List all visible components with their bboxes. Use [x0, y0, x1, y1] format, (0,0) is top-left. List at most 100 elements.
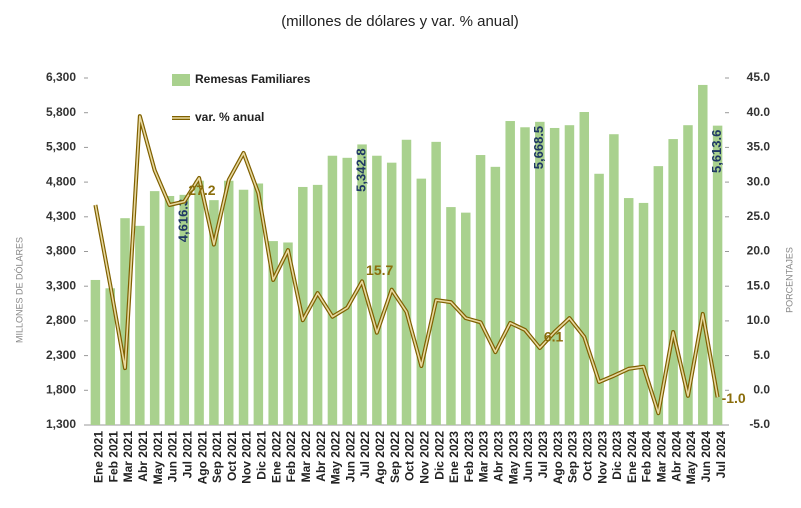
bar [609, 134, 619, 426]
x-tick-label: Jun 2021 [166, 431, 180, 483]
bar [683, 125, 693, 425]
x-tick-label: Mar 2021 [121, 431, 135, 483]
x-tick-label: Dic 2022 [432, 431, 446, 480]
bar [372, 155, 382, 425]
bar [253, 183, 264, 425]
bar [342, 157, 352, 425]
y2-tick-label: 45.0 [747, 70, 771, 84]
y-tick-label: 2,300 [46, 348, 76, 362]
x-tick-label: Oct 2022 [403, 431, 417, 481]
x-tick-label: Nov 2021 [240, 431, 254, 484]
x-tick-label: Jul 2021 [180, 431, 194, 479]
y-tick-label: 1,300 [46, 417, 76, 431]
bar-value-label: 5,613.6 [709, 130, 724, 173]
bar [401, 139, 412, 426]
x-tick-label: Feb 2023 [462, 431, 476, 483]
legend-label: Remesas Familiares [195, 72, 311, 86]
bar [490, 166, 501, 425]
x-tick-label: Abr 2021 [136, 431, 150, 482]
bar [135, 225, 145, 425]
x-tick-label: Jun 2022 [343, 431, 357, 483]
bar [194, 180, 204, 425]
bar [416, 178, 427, 425]
x-tick-label: Sep 2022 [388, 431, 402, 483]
y-tick-label: 6,300 [46, 70, 76, 84]
bar [564, 125, 575, 425]
bar [327, 155, 338, 425]
x-tick-label: Abr 2023 [492, 431, 506, 482]
x-tick-label: Jun 2023 [521, 431, 535, 483]
x-tick-label: Mar 2023 [477, 431, 491, 483]
x-tick-label: Jul 2024 [714, 431, 728, 479]
y-tick-label: 4,300 [46, 209, 76, 223]
y-tick-label: 1,800 [46, 382, 76, 396]
bar-value-label: 5,342.8 [353, 148, 368, 191]
x-tick-label: Ene 2022 [269, 431, 283, 483]
x-tick-label: Dic 2023 [610, 431, 624, 480]
bar [475, 155, 486, 425]
y2-tick-label: 5.0 [753, 348, 770, 362]
x-tick-label: Ene 2023 [447, 431, 461, 483]
y-tick-label: 5,800 [46, 105, 76, 119]
bar [653, 166, 664, 425]
x-tick-label: Feb 2021 [106, 431, 120, 483]
bar [209, 200, 219, 425]
x-tick-label: Dic 2021 [255, 431, 269, 480]
bar [164, 195, 175, 425]
bar [579, 112, 590, 426]
chart-title: (millones de dólares y var. % anual) [281, 13, 519, 30]
x-tick-label: Oct 2021 [225, 431, 239, 481]
y-tick-label: 5,300 [46, 140, 76, 154]
y-tick-label: 4,800 [46, 174, 76, 188]
bar [105, 288, 115, 425]
x-tick-label: Jul 2022 [358, 431, 372, 479]
y-tick-label: 3,800 [46, 244, 76, 258]
x-tick-label: May 2024 [684, 431, 698, 485]
x-tick-label: Feb 2024 [640, 431, 654, 483]
bar [712, 125, 723, 425]
x-tick-label: Ago 2021 [195, 431, 209, 485]
y-tick-label: 2,800 [46, 313, 76, 327]
bar [120, 218, 130, 425]
bar [238, 189, 249, 425]
x-tick-label: May 2022 [329, 431, 343, 485]
bar [638, 202, 649, 425]
bar [623, 198, 634, 425]
bar [149, 191, 160, 425]
x-tick-label: Jun 2024 [699, 431, 713, 483]
bar [431, 141, 441, 425]
y2-tick-label: 30.0 [747, 174, 771, 188]
x-tick-label: Sep 2021 [210, 431, 224, 483]
y2-tick-label: 20.0 [747, 244, 771, 258]
line-value-label: 6.1 [544, 329, 564, 345]
y2-tick-label: 25.0 [747, 209, 771, 223]
x-tick-label: Ene 2021 [92, 431, 106, 483]
x-tick-label: Ago 2022 [373, 431, 387, 485]
bar [668, 139, 678, 425]
bar [312, 184, 323, 425]
bar [505, 121, 515, 425]
x-tick-label: Ene 2024 [625, 431, 639, 483]
bar-value-label: 5,668.5 [531, 126, 546, 169]
x-tick-label: Jul 2023 [536, 431, 550, 479]
line-value-label: -1.0 [722, 390, 746, 406]
x-tick-label: Ago 2023 [551, 431, 565, 485]
bar [90, 279, 101, 425]
bar [179, 194, 190, 425]
x-tick-label: Mar 2022 [299, 431, 313, 483]
y-axis-label: MILLONES DE DÓLARES [14, 237, 24, 343]
x-tick-label: Nov 2023 [595, 431, 609, 484]
y2-tick-label: 40.0 [747, 105, 771, 119]
y-tick-label: 3,300 [46, 278, 76, 292]
x-tick-label: May 2021 [151, 431, 165, 485]
x-tick-label: Oct 2023 [580, 431, 594, 481]
legend-label: var. % anual [195, 110, 264, 124]
x-tick-label: Nov 2022 [417, 431, 431, 484]
y2-axis-label: PORCENTAJES [784, 247, 794, 313]
bar [698, 84, 708, 425]
line-value-label: 15.7 [366, 262, 393, 278]
bar-value-label: 4,616.3 [176, 199, 191, 242]
line-value-label: 27.2 [188, 182, 215, 198]
line [94, 115, 719, 415]
